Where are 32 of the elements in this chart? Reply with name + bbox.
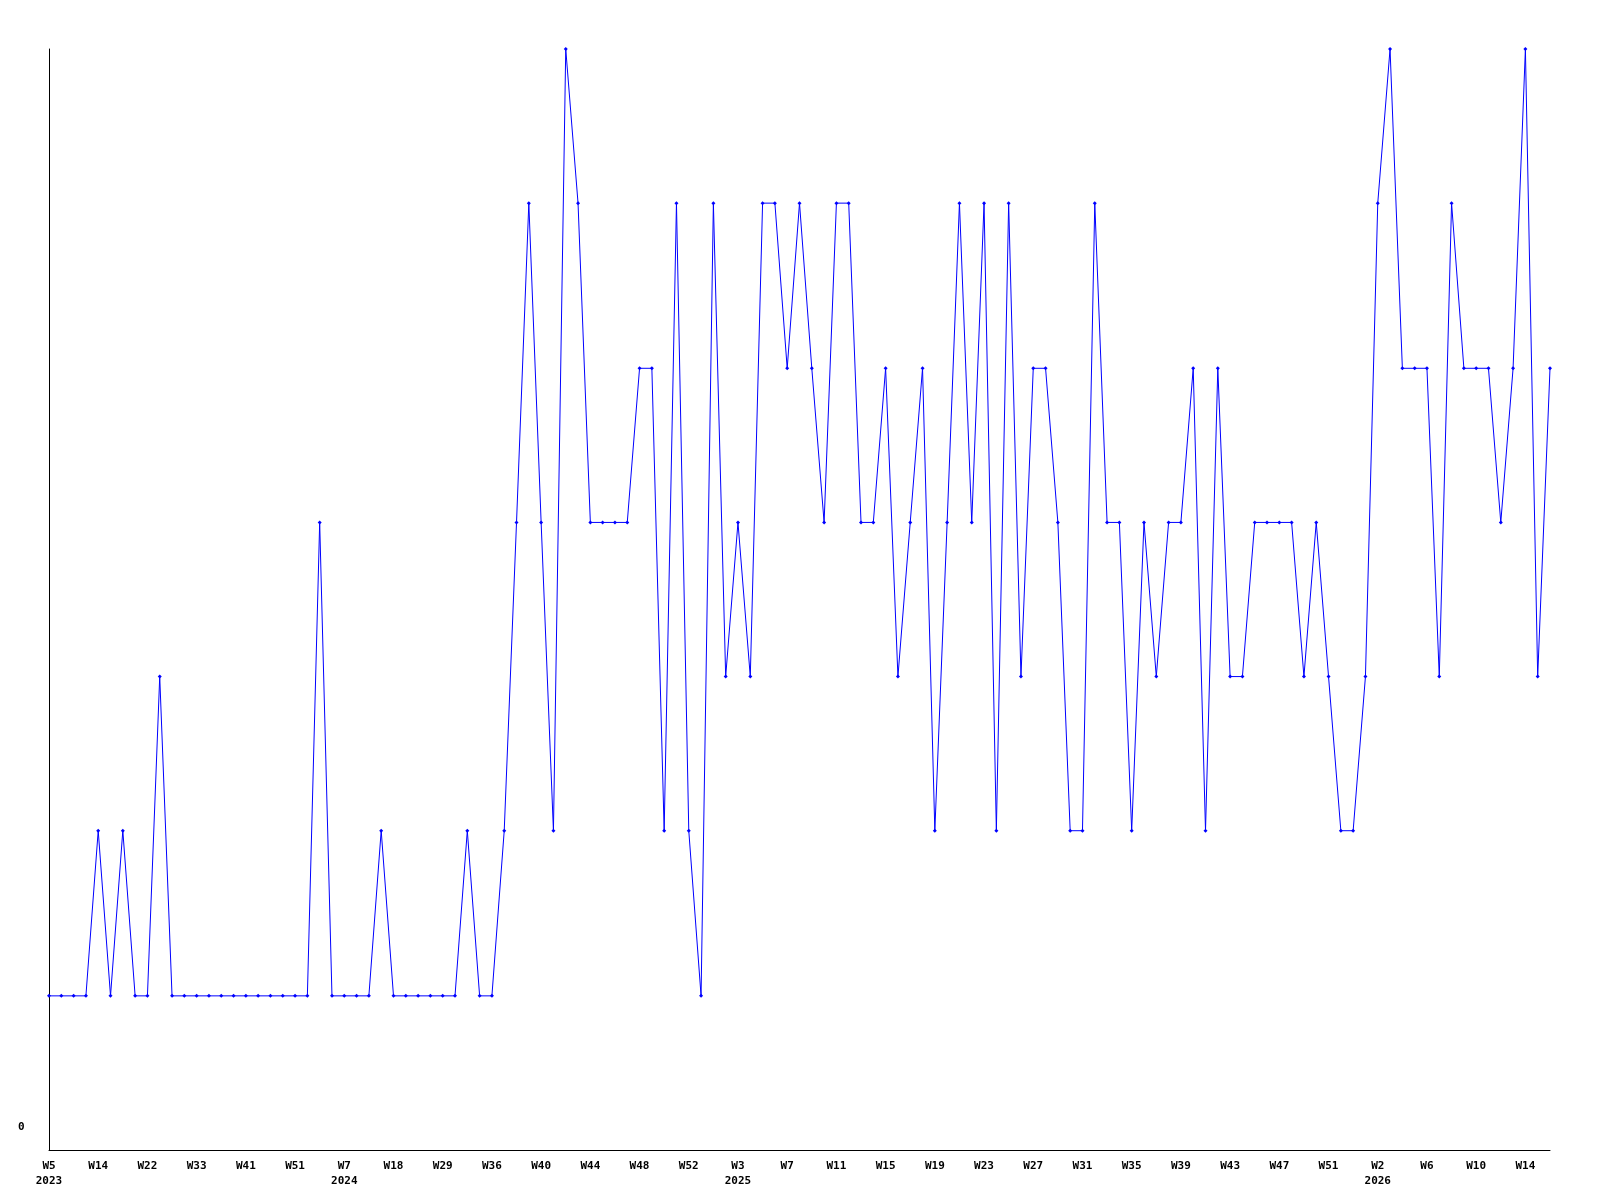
x-tick-label: W51 xyxy=(285,1159,306,1172)
x-tick-label: W39 xyxy=(1170,1159,1191,1172)
x-tick-label: W33 xyxy=(186,1159,207,1172)
x-tick-label: W43 xyxy=(1220,1159,1241,1172)
x-tick-label: W18 xyxy=(383,1159,404,1172)
x-tick-label: W11 xyxy=(826,1159,847,1172)
x-tick-label: W29 xyxy=(432,1159,453,1172)
x-tick-label: W31 xyxy=(1072,1159,1093,1172)
x-tick-label: W40 xyxy=(531,1159,552,1172)
x-tick-label: W14 xyxy=(88,1159,109,1172)
x-tick-label: W27 xyxy=(1023,1159,1044,1172)
x-tick-label: W52 xyxy=(678,1159,699,1172)
x-tick-label: W44 xyxy=(580,1159,601,1172)
x-tick-label: W14 xyxy=(1515,1159,1536,1172)
x-tick-label: W5 2023 xyxy=(35,1159,63,1187)
x-tick-label: W51 xyxy=(1318,1159,1339,1172)
x-tick-label: W2 2026 xyxy=(1364,1159,1392,1187)
x-tick-label: W36 xyxy=(481,1159,503,1172)
x-tick-label: W7 xyxy=(780,1159,794,1172)
x-tick-label: W22 xyxy=(137,1159,158,1172)
x-tick-label: W47 xyxy=(1269,1159,1290,1172)
x-tick-label: W35 xyxy=(1121,1159,1142,1172)
text: 0 xyxy=(18,1120,25,1133)
x-tick-label: W3 2025 xyxy=(724,1159,752,1187)
x-tick-label: W15 xyxy=(875,1159,896,1172)
x-tick-label: W48 xyxy=(629,1159,650,1172)
x-tick-label: W7 2024 xyxy=(331,1159,358,1187)
x-tick-label: W6 xyxy=(1420,1159,1434,1172)
x-tick-label: W10 xyxy=(1466,1159,1487,1172)
x-tick-label: W23 xyxy=(974,1159,994,1172)
x-tick-label: W41 xyxy=(235,1159,257,1172)
x-tick-label: W19 xyxy=(924,1159,945,1172)
